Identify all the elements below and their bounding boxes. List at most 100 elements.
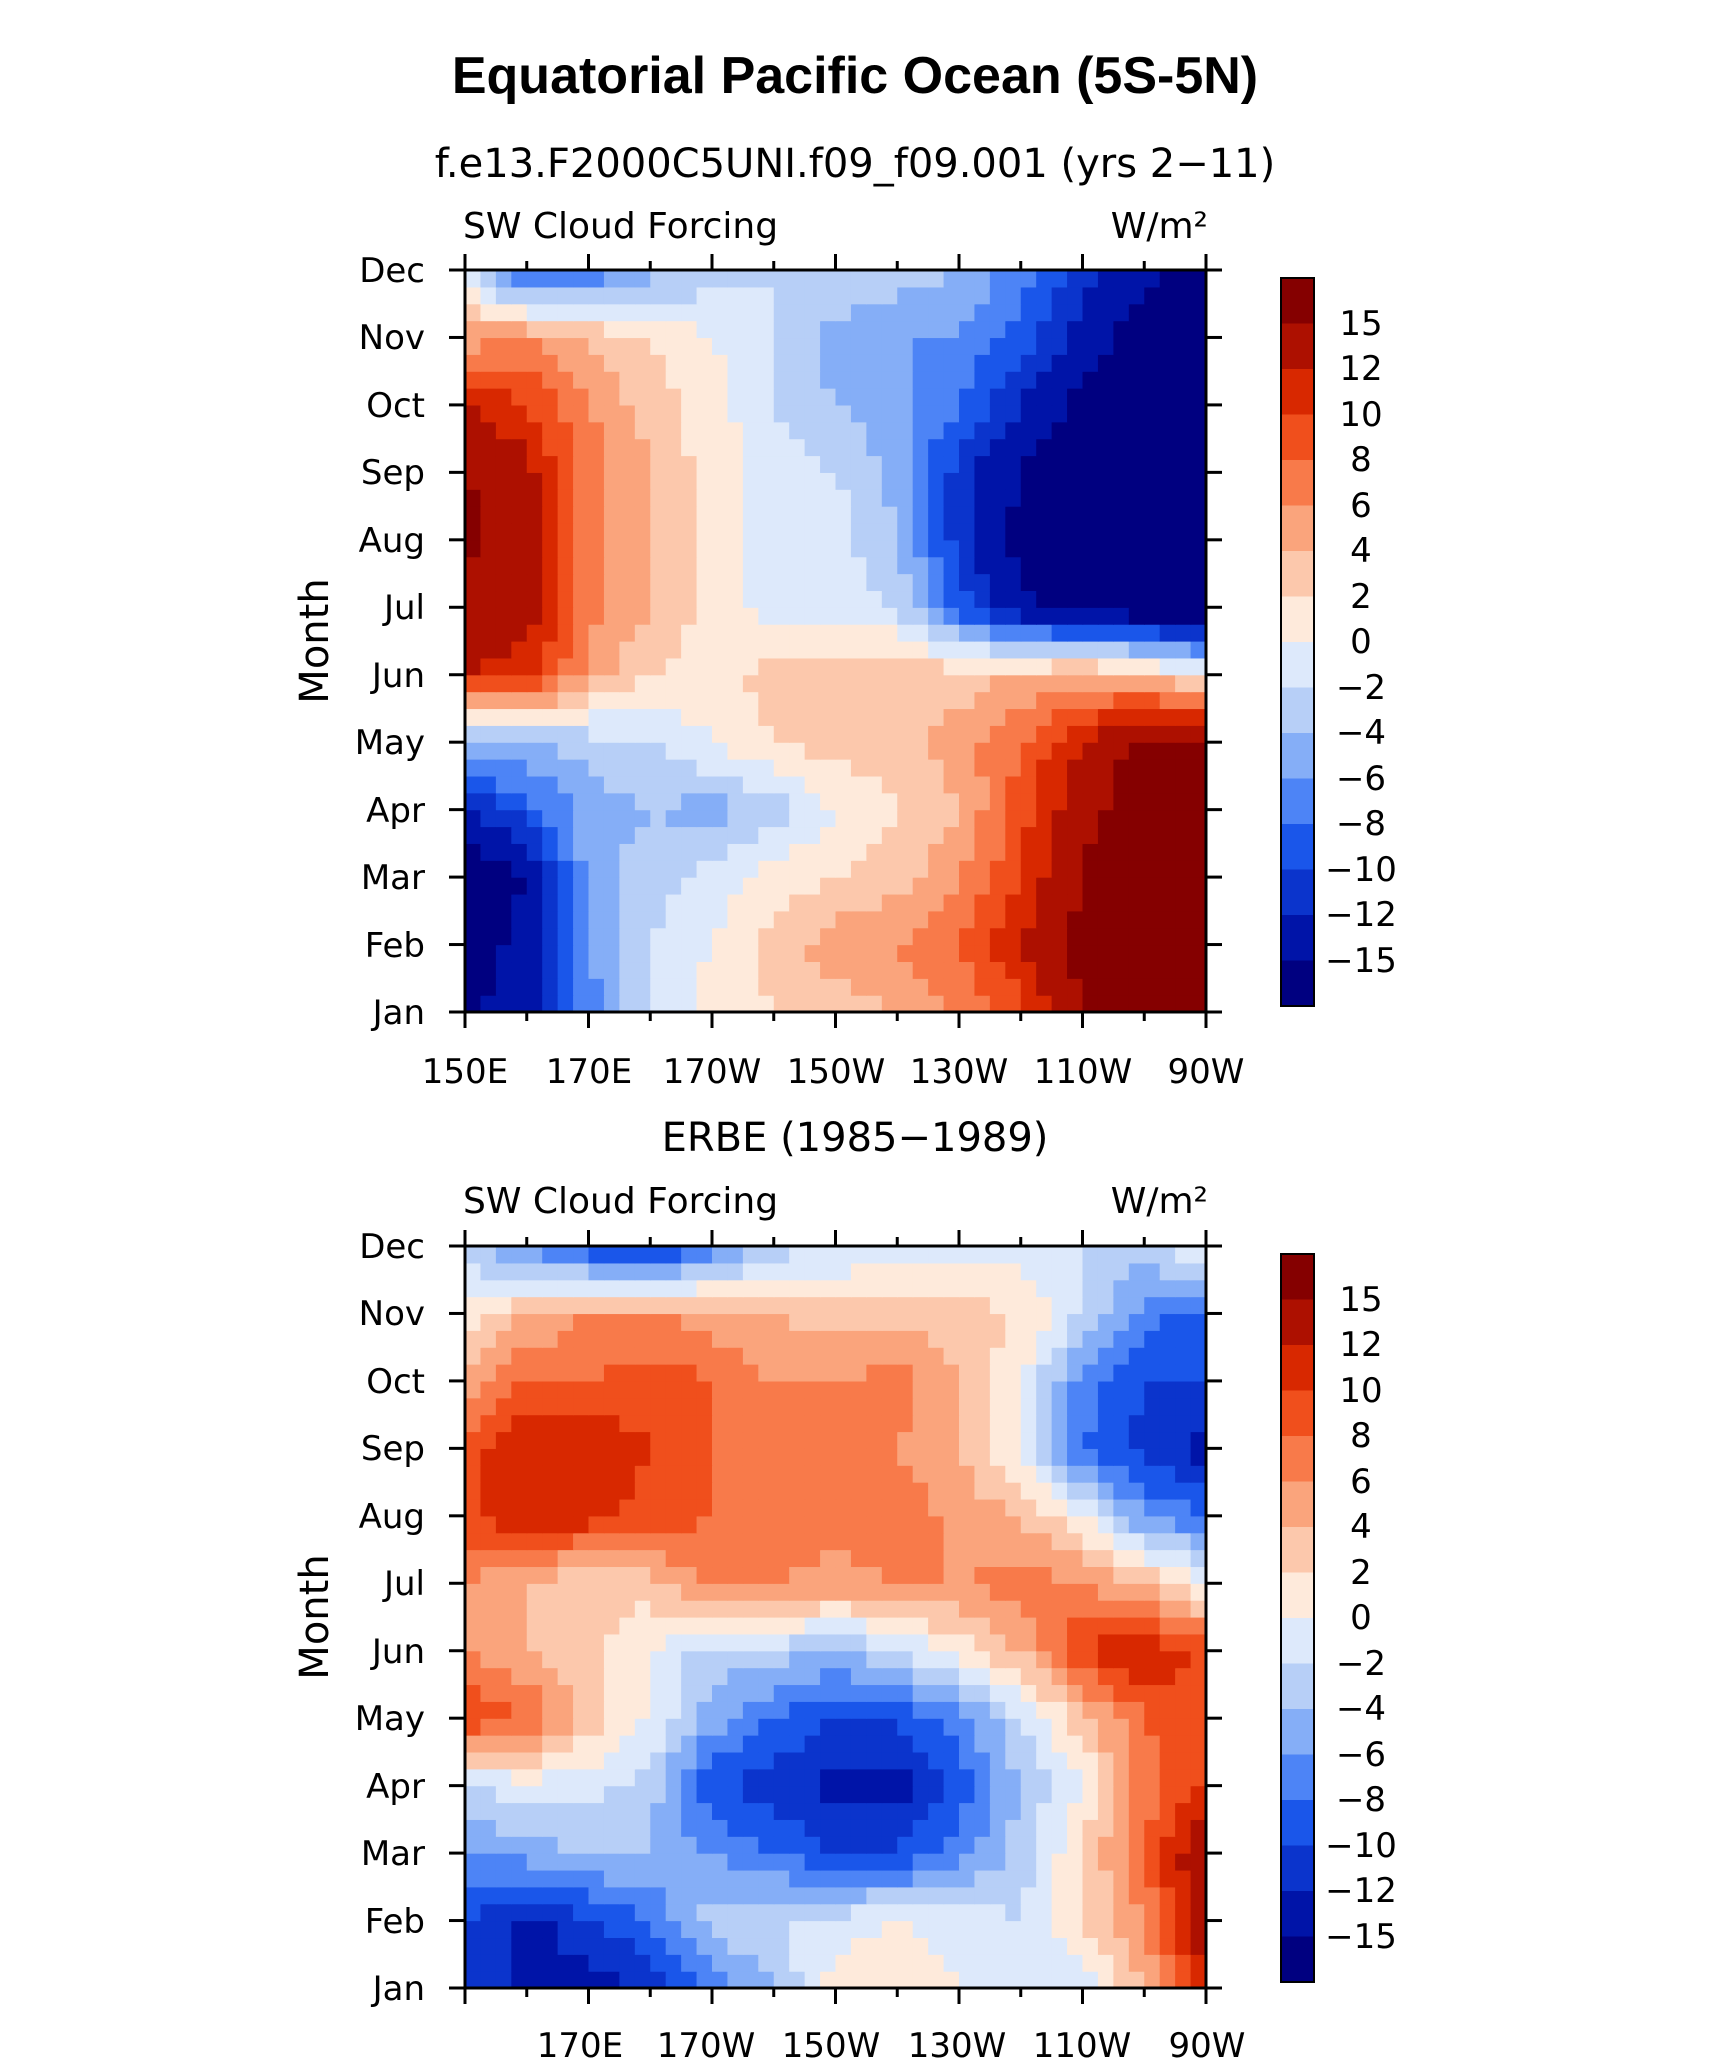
heatmap-cell <box>912 759 929 777</box>
heatmap-cell <box>850 1802 867 1820</box>
heatmap-cell <box>1036 556 1053 575</box>
heatmap-cell <box>881 303 898 322</box>
heatmap-cell <box>897 590 914 608</box>
heatmap-cell <box>1175 1819 1192 1837</box>
heatmap-cell <box>603 944 620 963</box>
heatmap-cell <box>742 927 759 946</box>
heatmap-cell <box>1128 1296 1145 1315</box>
heatmap-cell <box>603 1262 620 1281</box>
heatmap-cell <box>542 1869 559 1888</box>
heatmap-cell <box>465 1819 482 1837</box>
heatmap-cell <box>727 1397 744 1416</box>
heatmap-cell <box>665 860 682 878</box>
heatmap-cell <box>850 893 867 912</box>
heatmap-cell <box>1097 725 1114 743</box>
heatmap-cell <box>542 1971 559 1989</box>
heatmap-cell <box>681 286 698 305</box>
heatmap-cell <box>1190 421 1207 440</box>
heatmap-cell <box>1190 1954 1207 1972</box>
heatmap-cell <box>573 775 590 794</box>
heatmap-cell <box>989 775 1006 794</box>
heatmap-cell <box>1020 607 1037 625</box>
heatmap-cell <box>634 1718 651 1736</box>
heatmap-cell <box>912 371 929 389</box>
heatmap-cell <box>1175 506 1192 524</box>
heatmap-cell <box>681 1397 698 1416</box>
heatmap-cell <box>866 1971 883 1989</box>
heatmap-cell <box>712 1296 729 1315</box>
heatmap-cell <box>789 590 806 608</box>
heatmap-cell <box>1097 337 1114 355</box>
heatmap-cell <box>1097 1667 1114 1686</box>
heatmap-cell <box>1067 691 1084 710</box>
heatmap-cell <box>943 1448 960 1466</box>
heatmap-cell <box>835 927 852 946</box>
heatmap-cell <box>1051 1397 1068 1416</box>
heatmap-cell <box>866 1802 883 1820</box>
heatmap-cell <box>573 1515 590 1534</box>
heatmap-cell <box>511 404 528 423</box>
heatmap-cell <box>1113 573 1130 592</box>
heatmap-cell <box>573 303 590 322</box>
heatmap-cell <box>773 1617 790 1635</box>
heatmap-cell <box>758 1937 775 1955</box>
heatmap-cell <box>727 388 744 406</box>
heatmap-cell <box>727 556 744 575</box>
heatmap-cell <box>773 388 790 406</box>
heatmap-cell <box>804 1751 821 1770</box>
heatmap-cell <box>897 877 914 895</box>
heatmap-cell <box>835 1431 852 1449</box>
heatmap-cell <box>634 1532 651 1551</box>
heatmap-cell <box>1128 1600 1145 1618</box>
heatmap-cell <box>634 1498 651 1517</box>
heatmap-cell <box>943 1498 960 1517</box>
heatmap-cell <box>696 455 713 473</box>
heatmap-cell <box>1190 1262 1207 1281</box>
heatmap-cell <box>588 1313 605 1331</box>
heatmap-cell <box>1175 1583 1192 1601</box>
heatmap-cell <box>1097 1937 1114 1955</box>
heatmap-cell <box>866 522 883 541</box>
heatmap-cell <box>511 421 528 440</box>
heatmap-cell <box>928 1617 945 1635</box>
heatmap-cell <box>1005 674 1022 693</box>
heatmap-cell <box>511 1397 528 1416</box>
heatmap-cell <box>665 286 682 305</box>
heatmap-cell <box>1190 1431 1207 1449</box>
heatmap-cell <box>712 1853 729 1871</box>
heatmap-cell <box>758 843 775 861</box>
heatmap-cell <box>1159 1684 1176 1702</box>
heatmap-cell <box>696 792 713 811</box>
heatmap-cell <box>804 742 821 760</box>
heatmap-cell <box>712 1262 729 1281</box>
heatmap-cell <box>665 1566 682 1584</box>
heatmap-cell <box>1067 1920 1084 1939</box>
heatmap-cell <box>1020 1448 1037 1466</box>
heatmap-cell <box>665 1549 682 1568</box>
heatmap-cell <box>1175 1735 1192 1753</box>
heatmap-cell <box>603 1380 620 1399</box>
heatmap-cell <box>526 270 543 288</box>
heatmap-cell <box>480 320 497 339</box>
heatmap-cell <box>789 1971 806 1989</box>
heatmap-cell <box>665 1903 682 1922</box>
heatmap-cell <box>789 522 806 541</box>
heatmap-cell <box>943 1819 960 1837</box>
heatmap-cell <box>773 1684 790 1702</box>
heatmap-cell <box>712 1735 729 1753</box>
heatmap-cell <box>758 1869 775 1888</box>
heatmap-cell <box>1036 657 1053 676</box>
heatmap-cell <box>1051 1246 1068 1264</box>
heatmap-cell <box>495 303 512 322</box>
heatmap-cell <box>773 1971 790 1989</box>
heatmap-cell <box>1144 1330 1161 1348</box>
heatmap-cell <box>480 1600 497 1618</box>
heatmap-cell <box>696 1751 713 1770</box>
heatmap-cell <box>1005 961 1022 979</box>
heatmap-cell <box>789 1802 806 1820</box>
heatmap-cell <box>603 522 620 541</box>
heatmap-cell <box>465 624 482 642</box>
heatmap-cell <box>866 877 883 895</box>
heatmap-cell <box>1175 674 1192 693</box>
heatmap-cell <box>804 1431 821 1449</box>
